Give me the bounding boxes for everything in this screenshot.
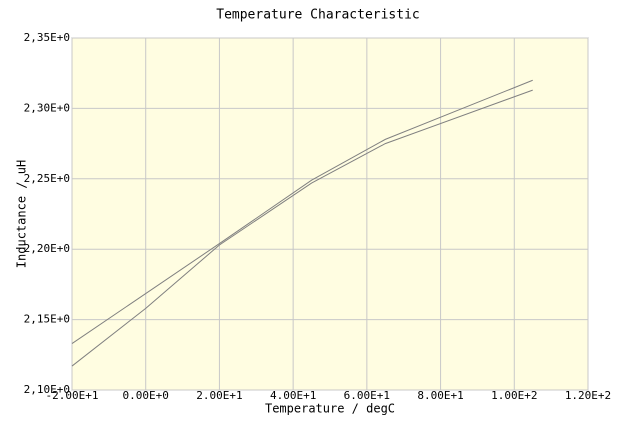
y-tick-label: 2,20E+0 xyxy=(24,242,70,255)
x-tick-label: 1.00E+2 xyxy=(491,389,537,402)
y-tick-label: 2,30E+0 xyxy=(24,101,70,114)
plot-area xyxy=(71,37,589,391)
x-tick-label: 8.00E+1 xyxy=(417,389,463,402)
x-tick-label: 4.00E+1 xyxy=(270,389,316,402)
y-tick-label: 2,10E+0 xyxy=(24,383,70,396)
chart-title: Temperature Characteristic xyxy=(216,8,420,23)
x-tick-label: 0.00E+0 xyxy=(123,389,169,402)
x-tick-label: 2.00E+1 xyxy=(196,389,242,402)
x-tick-label: -2.00E+1 xyxy=(46,389,99,402)
y-axis-title: Inductance / uH xyxy=(15,160,29,268)
x-tick-label: 6.00E+1 xyxy=(344,389,390,402)
y-tick-label: 2,25E+0 xyxy=(24,172,70,185)
y-tick-label: 2,35E+0 xyxy=(24,31,70,44)
x-axis-title: Temperature / degC xyxy=(265,402,395,416)
series-line xyxy=(71,89,533,367)
y-tick-label: 2,15E+0 xyxy=(24,313,70,326)
series-line xyxy=(71,79,533,344)
x-tick-label: 1.20E+2 xyxy=(565,389,611,402)
